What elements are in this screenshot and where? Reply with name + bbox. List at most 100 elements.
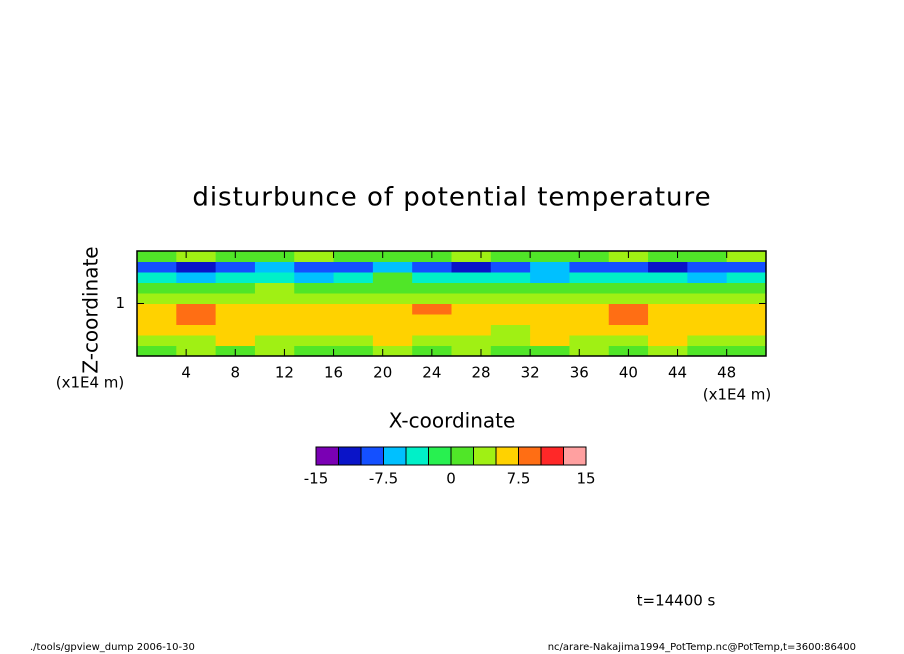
footer-right: nc/arare-Nakajima1994_PotTemp.nc@PotTemp… [548,642,856,653]
y-tick-label: 1 [115,294,125,312]
heat-cell [726,272,767,283]
heat-cell [648,303,688,315]
colorbar-tick-label: -7.5 [369,470,398,488]
heat-cell [608,314,649,325]
heat-cell [648,251,688,262]
heat-cell [294,314,335,325]
colorbar-tick-label: 0 [446,470,456,488]
heat-cell [176,261,217,273]
heat-cell [137,282,177,294]
heat-cell [215,335,256,346]
heat-cell [726,314,767,325]
heat-cell [333,324,374,336]
colorbar-box [383,446,407,466]
heat-cell [412,272,452,283]
heat-cell [137,293,177,304]
heat-cell [451,282,492,294]
heat-cell [687,314,728,325]
heat-cell [372,261,413,273]
heat-cell [648,345,688,357]
heat-cell [137,303,177,315]
heat-cell [726,251,767,262]
heat-cell [333,251,374,262]
heat-cell [726,282,767,294]
heat-cell [569,293,610,304]
heat-cell [687,303,728,315]
heat-cell [176,303,217,315]
x-tick-label: 4 [181,364,191,382]
heat-cell [294,345,335,357]
heat-cell [372,251,413,262]
heat-cell [176,335,217,346]
heat-cell [451,303,492,315]
heat-cell [687,345,728,357]
heat-cell [333,261,374,273]
colorbar-box [338,446,362,466]
heat-cell [372,324,413,336]
heat-cell [333,335,374,346]
colorbar-box [315,446,339,466]
heat-cell [648,314,688,325]
heat-cell [254,282,295,294]
heat-cell [412,261,452,273]
heat-cell [530,345,570,357]
heat-cell [648,335,688,346]
heat-cell [608,282,649,294]
heat-cell [530,272,570,283]
heat-cell [726,324,767,336]
heat-cell [569,324,610,336]
heat-cell [412,303,452,315]
heat-cell [569,251,610,262]
colorbar-tick-label: 15 [576,470,595,488]
heat-cell [294,272,335,283]
heat-cell [215,324,256,336]
heat-cell [333,314,374,325]
x-tick-label: 16 [324,364,343,382]
heat-cell [726,303,767,315]
colorbar-box [473,446,497,466]
heat-cell [333,272,374,283]
heat-cell [726,335,767,346]
colorbar-box [360,446,384,466]
heat-cell [608,324,649,336]
heat-cell [137,324,177,336]
heat-cell [176,345,217,357]
heat-cell [569,303,610,315]
heat-cell [254,251,295,262]
heat-cell [254,345,295,357]
heat-cell [451,251,492,262]
heat-cell [490,282,531,294]
heat-cell [294,261,335,273]
heat-cell [137,261,177,273]
heat-cell [490,303,531,315]
heat-cell [530,314,570,325]
heat-cell [176,293,217,304]
heat-cell [372,303,413,315]
heat-cell [176,282,217,294]
heat-cell [530,251,570,262]
heat-cell [490,272,531,283]
x-tick-label: 48 [717,364,736,382]
heat-cell [294,293,335,304]
heat-cell [490,345,531,357]
heat-cell [530,324,570,336]
heat-cell [569,282,610,294]
heat-cell [333,345,374,357]
heat-cell [608,261,649,273]
heat-cell [530,261,570,273]
heat-cell [254,261,295,273]
heat-cell [726,345,767,357]
heat-cell [726,261,767,273]
chart-title: disturbunce of potential temperature [192,183,711,213]
heat-cell [215,293,256,304]
heat-cell [294,282,335,294]
colorbar-box [563,446,587,466]
heat-cell [490,251,531,262]
heat-cell [412,335,452,346]
heat-cell [294,335,335,346]
heat-cell [254,293,295,304]
colorbar-box [518,446,542,466]
colorbar-box [450,446,474,466]
x-tick-label: 40 [619,364,638,382]
